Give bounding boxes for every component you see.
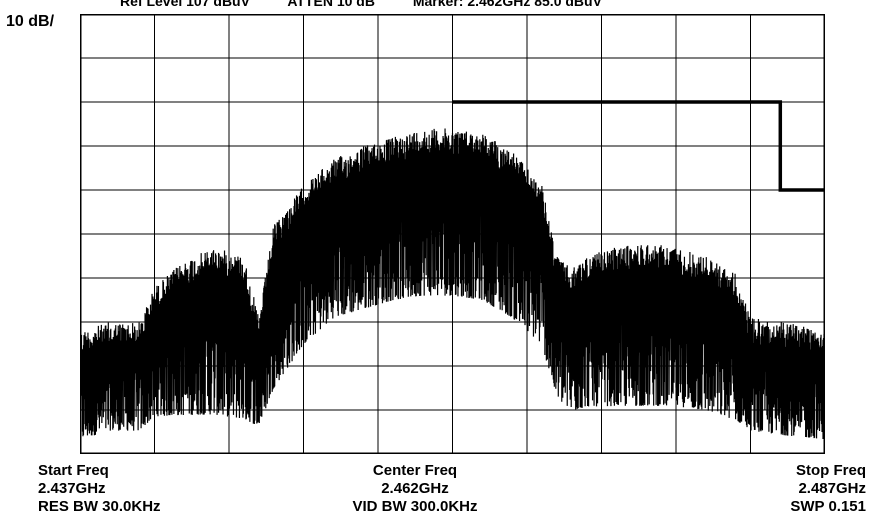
stop-freq-label: Stop Freq	[796, 462, 866, 479]
swp-text: SWP 0.151	[790, 498, 866, 515]
spectrum-trace-path	[80, 128, 825, 440]
scale-per-division: 10 dB/	[6, 13, 55, 30]
spectrum-trace	[80, 128, 825, 440]
footer-right: Stop Freq 2.487GHz SWP 0.151	[790, 462, 866, 516]
center-freq-value: 2.462GHz	[381, 480, 449, 497]
spectrum-plot	[80, 14, 825, 454]
start-freq-value: 2.437GHz	[38, 480, 106, 497]
stop-freq-value: 2.487GHz	[798, 480, 866, 497]
res-bw-text: RES BW 30.0KHz	[38, 498, 161, 515]
instrument-header: Ref Level 107 dBuV ATTEN 10 dB Marker: 2…	[120, 0, 820, 9]
atten-text: ATTEN 10 dB	[287, 0, 375, 9]
limit-line-group	[452, 100, 825, 192]
marker-text: Marker: 2.462GHz 85.0 dBuV	[412, 0, 602, 9]
vid-bw-text: VID BW 300.0KHz	[352, 498, 478, 515]
ref-level-text: Ref Level 107 dBuV	[120, 0, 250, 9]
footer-center: Center Freq 2.462GHz VID BW 300.0KHz	[335, 462, 495, 516]
limit-line	[452, 100, 825, 192]
center-freq-label: Center Freq	[372, 462, 458, 479]
start-freq-label: Start Freq	[38, 462, 109, 479]
footer-left: Start Freq 2.437GHz RES BW 30.0KHz	[38, 462, 161, 516]
